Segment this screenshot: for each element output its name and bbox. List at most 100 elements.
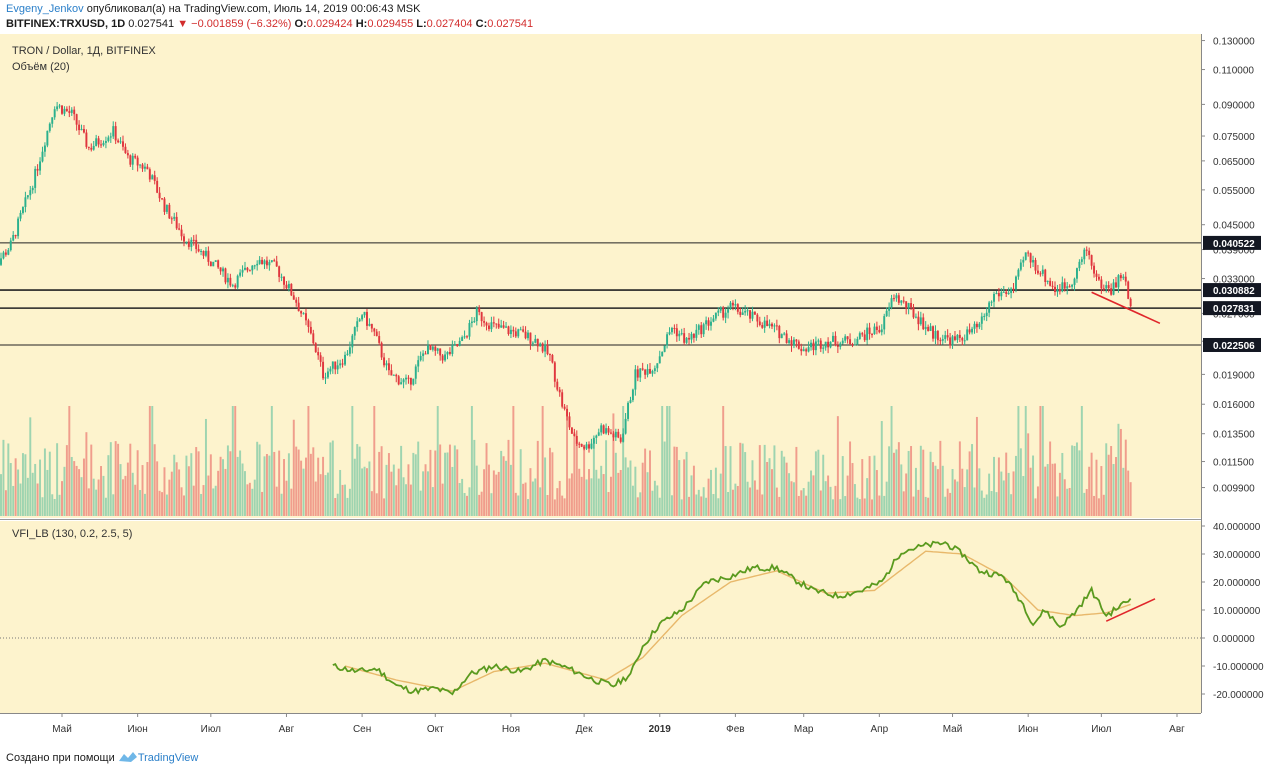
candle-body [107,137,110,142]
volume-bar [858,499,861,516]
candle-body [366,311,368,326]
volume-bar [163,467,166,516]
volume-bar [143,493,146,516]
volume-bar [1027,433,1030,516]
candle-body [1019,262,1022,270]
author-link[interactable]: Evgeny_Jenkov [6,3,84,15]
volume-bar [1007,472,1010,516]
candle-body [1032,260,1035,263]
candle-body [414,366,417,379]
candle-body [861,333,864,335]
volume-bar [1075,442,1078,516]
volume-bar [868,456,871,516]
volume-label: Объём (20) [12,61,70,73]
volume-bar [639,492,642,516]
volume-bar [56,443,59,516]
volume-bar [287,453,290,516]
volume-bar [139,490,142,516]
candle-body [456,344,459,346]
volume-bar [278,450,281,516]
candle-body [387,363,390,371]
candle-body [858,333,861,339]
volume-bar [771,469,773,516]
volume-bar [592,439,595,516]
chart-canvas[interactable]: 0.130000 0.110000 0.090000 0.075000 0.065000… [0,34,1280,746]
candle-body [685,337,688,343]
volume-bar [1024,406,1027,516]
volume-bar [400,445,403,516]
volume-bar [739,442,742,516]
candle-body [348,347,351,354]
volume-bar [927,497,930,516]
candle-body [519,329,522,331]
candle-body [1127,281,1130,299]
candle-body [119,141,122,143]
candle-body [553,362,556,382]
candle-body [207,250,210,262]
volume-bar [822,454,825,516]
candle-body [700,325,703,335]
indicator-pane-bg [0,521,1201,713]
level-label: 0.022506 [1213,341,1255,352]
volume-bar [0,474,2,516]
volume-bar [614,452,617,516]
price-tick-label: 0.075000 [1213,132,1255,143]
volume-bar [224,468,227,516]
candle-body [734,304,737,306]
candle-body [0,258,2,265]
candle-body [875,326,878,331]
candle-body [622,433,625,442]
volume-bar [429,449,432,516]
volume-bar [109,442,112,516]
volume-bar [131,472,134,516]
candle-body [1024,252,1027,260]
volume-bar [753,480,756,516]
volume-bar [341,484,344,516]
volume-bar [817,449,820,516]
candle-body [817,340,820,342]
price-tick-label: 0.033000 [1213,275,1255,286]
volume-bar [836,416,839,516]
candle-body [839,343,842,347]
volume-bar [636,497,639,516]
indicator-title: VFI_LB (130, 0.2, 2.5, 5) [12,528,132,540]
volume-bar [353,458,356,516]
candle-body [736,304,739,312]
candle-body [1066,286,1069,289]
volume-bar [705,497,708,516]
candle-body [358,319,361,322]
volume-bar [617,472,620,516]
candle-body [361,315,364,320]
volume-bar [114,441,117,516]
candle-body [75,114,78,125]
candle-body [988,302,991,313]
volume-bar [661,406,664,516]
volume-bar [102,475,105,516]
candle-body [946,335,949,338]
tradingview-link[interactable]: TradingView [137,752,199,764]
candle-body [473,321,476,323]
candle-body [287,283,290,289]
volume-bar [983,497,986,516]
volume-bar [895,449,898,516]
volume-bar [1124,439,1127,516]
volume-bar [980,490,983,516]
volume-bar [590,478,593,516]
candle-body [183,236,185,242]
volume-bar [190,453,193,516]
candle-body [353,327,356,336]
volume-bar [344,484,346,516]
volume-bar [244,471,246,516]
candle-body [883,316,886,330]
candle-body [975,323,978,328]
volume-bar [541,406,544,516]
volume-bar [280,493,283,516]
candle-body [1034,260,1037,271]
candle-body [470,321,473,324]
candle-body [531,342,534,344]
volume-bar [883,495,886,516]
candle-body [1090,255,1093,266]
volume-bar [180,487,183,516]
volume-bar [305,457,307,516]
candle-body [780,334,783,339]
